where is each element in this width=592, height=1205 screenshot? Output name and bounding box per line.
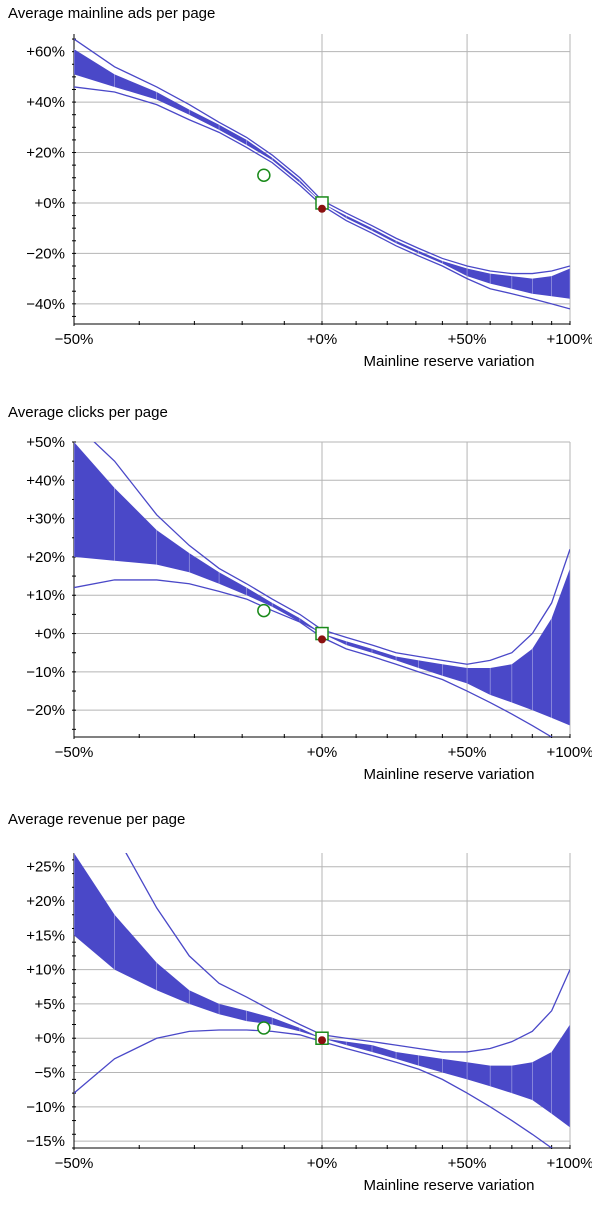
y-tick-label: −15% — [26, 1133, 65, 1150]
y-tick-label: +0% — [35, 1030, 65, 1047]
x-tick-label: +50% — [448, 744, 487, 761]
x-tick-label: −50% — [55, 1155, 94, 1172]
y-tick-label: +60% — [26, 44, 65, 61]
chart-title: Average mainline ads per page — [8, 5, 215, 22]
x-tick-label: +50% — [448, 331, 487, 348]
x-tick-label: −50% — [55, 744, 94, 761]
plot-area — [74, 853, 570, 1148]
y-tick-label: +0% — [35, 626, 65, 643]
y-tick-label: +20% — [26, 145, 65, 162]
y-tick-label: +25% — [26, 859, 65, 876]
marker-dot — [318, 635, 326, 644]
ci-upper-line — [125, 853, 570, 1053]
chart-panel-revenue: Average revenue per page +25% +20% +15% +10%… — [0, 805, 592, 1205]
ci-lower-line — [74, 579, 553, 737]
ci-lower-line — [74, 1029, 553, 1148]
y-tick-label: −40% — [26, 296, 65, 313]
x-axis-title: Mainline reserve variation — [364, 353, 535, 370]
ci-lower-line — [74, 86, 570, 310]
marker-circle — [257, 168, 271, 182]
ci-upper-line — [74, 38, 570, 275]
x-tick-label: +50% — [448, 1155, 487, 1172]
chart-svg-mainline-ads: Average mainline ads per page +60% +40% +20… — [8, 5, 592, 370]
y-tick-label: +10% — [26, 587, 65, 604]
y-tick-label: −5% — [35, 1065, 65, 1082]
y-tick-label: +20% — [26, 893, 65, 910]
plot-area — [74, 442, 570, 737]
y-tick-label: +40% — [26, 472, 65, 489]
chart-svg-clicks: Average clicks per page +50% +40% +30% +20% +… — [8, 404, 592, 783]
x-axis-title: Mainline reserve variation — [364, 766, 535, 783]
y-tick-label: −10% — [26, 664, 65, 681]
y-tick-label: +5% — [35, 996, 65, 1013]
x-tick-label: +100% — [546, 331, 592, 348]
y-tick-label: +10% — [26, 962, 65, 979]
x-tick-label: +100% — [546, 744, 592, 761]
x-tick-label: +0% — [307, 331, 337, 348]
x-tick-label: +100% — [546, 1155, 592, 1172]
y-tick-label: +30% — [26, 511, 65, 528]
x-tick-label: +0% — [307, 1155, 337, 1172]
x-tick-label: −50% — [55, 331, 94, 348]
x-tick-label: +0% — [307, 744, 337, 761]
marker-dot — [318, 1036, 326, 1045]
marker-dot — [318, 204, 326, 213]
y-tick-label: +40% — [26, 94, 65, 111]
effect-band — [74, 442, 570, 726]
x-axis-title: Mainline reserve variation — [364, 1177, 535, 1194]
chart-svg-revenue: Average revenue per page +25% +20% +15% +10%… — [8, 811, 592, 1194]
chart-panel-clicks: Average clicks per page +50% +40% +30% +20% +… — [0, 400, 592, 800]
marker-circle — [257, 1021, 271, 1035]
y-tick-label: −20% — [26, 245, 65, 262]
y-tick-label: +50% — [26, 434, 65, 451]
effect-band — [74, 853, 570, 1128]
ci-upper-line — [93, 442, 570, 665]
y-tick-label: +0% — [35, 195, 65, 212]
y-tick-label: +15% — [26, 927, 65, 944]
marker-circle — [257, 603, 271, 618]
y-tick-label: −10% — [26, 1099, 65, 1116]
chart-title: Average revenue per page — [8, 811, 185, 828]
chart-title: Average clicks per page — [8, 404, 168, 421]
plot-area — [74, 38, 570, 310]
y-tick-label: −20% — [26, 702, 65, 719]
y-tick-label: +20% — [26, 549, 65, 566]
chart-panel-mainline-ads: Average mainline ads per page +60% +40% +20… — [0, 0, 592, 400]
